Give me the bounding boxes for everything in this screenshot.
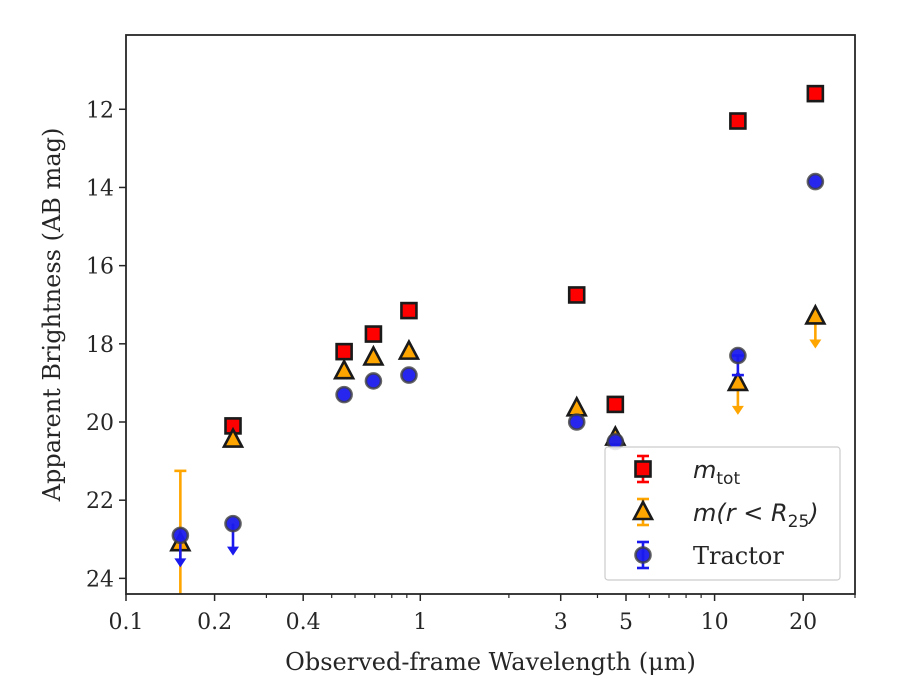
data-point-circle xyxy=(171,526,190,545)
x-tick-label: 1 xyxy=(413,610,427,635)
data-point-circle xyxy=(335,385,353,404)
data-point-triangle xyxy=(397,338,421,360)
upper-limit-arrow-head xyxy=(174,558,187,568)
legend-frame xyxy=(604,446,841,581)
data-point-circle xyxy=(567,413,586,431)
y-tick-label: 20 xyxy=(86,411,114,436)
x-tick-label: 20 xyxy=(789,610,817,635)
y-tick-label: 14 xyxy=(86,176,114,201)
data-point-triangle xyxy=(332,358,356,380)
data-point-triangle xyxy=(726,370,750,392)
data-point-square xyxy=(567,286,586,304)
legend-marker xyxy=(634,546,652,564)
data-marks xyxy=(169,84,827,594)
legend-entry: mtot xyxy=(634,454,740,489)
x-tick-label: 5 xyxy=(619,610,633,635)
data-point-triangle xyxy=(362,344,385,366)
y-tick-label: 22 xyxy=(86,489,114,514)
legend-marker xyxy=(631,499,655,521)
upper-limit-arrow-head xyxy=(809,339,822,349)
data-point-circle xyxy=(806,172,825,191)
data-point-circle xyxy=(224,514,242,533)
data-point-triangle xyxy=(804,303,827,325)
data-point-circle xyxy=(400,366,418,384)
data-point-square xyxy=(400,301,418,320)
axis-ticks: 0.1 0.2 0.4 1 3 5 10 20 12 14 16 18 20 22 24 xyxy=(86,98,856,635)
legend-label: m(r < R25) xyxy=(693,499,819,532)
y-tick-label: 18 xyxy=(86,333,114,358)
x-tick-label: 0.4 xyxy=(286,610,321,635)
data-point-square xyxy=(806,84,825,103)
upper-limit-arrow-head xyxy=(731,405,744,415)
data-point-triangle xyxy=(221,426,245,448)
x-axis-label: Observed-frame Wavelength (μm) xyxy=(285,648,696,676)
x-tick-label: 10 xyxy=(701,610,729,635)
series-square xyxy=(224,84,825,435)
x-tick-label: 3 xyxy=(554,610,568,635)
y-tick-label: 24 xyxy=(86,567,114,592)
upper-limit-arrow-head xyxy=(227,546,240,556)
data-point-square xyxy=(729,112,747,130)
legend-entry: m(r < R25) xyxy=(631,497,819,532)
data-point-square xyxy=(335,342,353,361)
legend-label: mtot xyxy=(693,456,740,489)
x-tick-label: 0.2 xyxy=(197,610,232,635)
y-axis-label: Apparent Brightness (AB mag) xyxy=(38,128,66,503)
legend: mtot m(r < R25) Tractor xyxy=(604,446,841,581)
legend-label: Tractor xyxy=(693,542,784,570)
series-circle xyxy=(171,172,825,568)
legend-entry: Tractor xyxy=(634,540,784,570)
y-tick-label: 16 xyxy=(86,255,114,280)
data-point-square xyxy=(606,395,625,414)
y-tick-label: 12 xyxy=(86,98,114,123)
data-point-circle xyxy=(364,372,383,390)
legend-marker xyxy=(634,460,652,478)
plot-frame xyxy=(125,34,856,595)
x-tick-label: 0.1 xyxy=(109,610,144,635)
data-point-circle xyxy=(729,346,747,365)
data-point-square xyxy=(364,325,383,343)
